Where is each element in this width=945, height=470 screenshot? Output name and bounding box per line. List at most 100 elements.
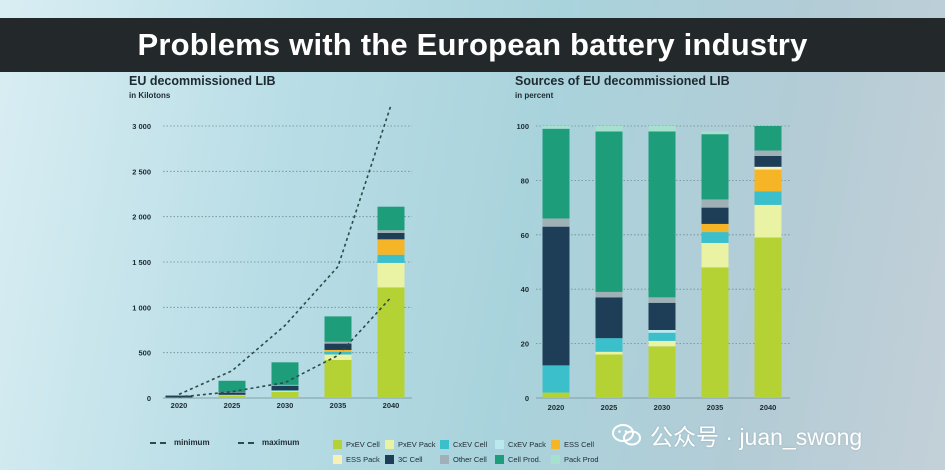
legend-swatch [551,455,560,464]
bar-segment [377,254,405,263]
legend-item-other-cell: Other Cell [440,455,487,464]
legend-item-cxev-cell: CxEV Cell [440,440,487,449]
y-tick-label: 80 [521,176,529,185]
bar-segment [648,332,676,341]
page-title: Problems with the European battery indus… [137,27,808,62]
left-chart-subtitle: in Kilotons [129,91,171,100]
bar-segment [648,131,676,298]
bar-segment [271,362,299,385]
x-tick-label: 2040 [760,403,777,412]
y-tick-label: 1 500 [132,258,151,267]
bar-segment [324,316,352,342]
bar-segment [701,207,729,224]
bar-segment [754,204,782,238]
bar-segment [595,131,623,292]
dashed-line-swatch [150,441,166,444]
legend-swatch [495,440,504,449]
bar-segment [754,166,782,170]
legend-item-minimum: minimum [150,438,210,447]
bar-segment [218,394,246,396]
bar-segment [701,267,729,398]
bar-segment [542,218,570,227]
bar-segment [218,380,246,393]
bar-segment [271,361,299,363]
bar-segment [542,365,570,393]
bar-segment [595,338,623,352]
legend-item-pxev-pack: PxEV Pack [385,440,436,449]
bar-segment [754,150,782,156]
bar-segment [701,131,729,135]
bar-segment [165,395,193,396]
legend-item-cxev-pack: CxEV Pack [495,440,546,449]
legend-swatch [551,440,560,449]
bar-segment [648,302,676,330]
bar-segment [701,134,729,200]
bar-segment [377,206,405,231]
y-tick-label: 1 000 [132,303,151,312]
series-line-maximum [178,104,392,396]
bar-segment [218,392,246,395]
watermark: 公众号 · juan_swong [612,418,862,452]
y-tick-label: 2 500 [132,167,151,176]
legend-swatch [333,440,342,449]
bar-segment [324,354,352,360]
bar-segment [218,392,246,393]
y-tick-label: 3 000 [132,122,151,131]
legend-swatch [385,440,394,449]
y-tick-label: 500 [138,349,151,358]
page-title-banner: Problems with the European battery indus… [0,18,945,72]
x-tick-label: 2035 [707,403,724,412]
bar-segment [324,349,352,352]
bar-segment [648,346,676,398]
bar-segment [754,155,782,167]
bar-segment [701,223,729,233]
y-tick-label: 0 [147,394,151,403]
bar-segment [377,239,405,255]
bar-segment [271,385,299,391]
bar-segment [648,297,676,303]
bar-segment [377,287,405,398]
y-tick-label: 20 [521,340,529,349]
bar-segment [542,126,570,129]
bar-segment [595,126,623,132]
x-tick-label: 2030 [277,401,294,410]
bar-segment [754,126,782,151]
y-tick-label: 60 [521,231,529,240]
wechat-icon [612,423,642,447]
bar-segment [271,384,299,386]
legend-swatch [333,455,342,464]
x-tick-label: 2035 [330,401,347,410]
y-tick-label: 2 000 [132,213,151,222]
bar-segment [648,126,676,132]
bar-segment [271,390,299,392]
bar-segment [165,397,193,399]
legend-item-3c-cell: 3C Cell [385,455,423,464]
legend-swatch [440,455,449,464]
bar-segment [595,297,623,339]
legend-item-ess-pack: ESS Pack [333,455,380,464]
bar-segment [271,390,299,391]
x-tick-label: 2020 [548,403,565,412]
watermark-text: 公众号 · juan_swong [650,424,863,450]
x-tick-label: 2025 [224,401,241,410]
bar-segment [648,330,676,333]
legend-item-maximum: maximum [238,438,299,447]
bar-segment [754,191,782,205]
y-tick-label: 40 [521,285,529,294]
legend-item-ess-cell: ESS Cell [551,440,594,449]
legend-swatch [385,455,394,464]
bar-segment [701,242,729,268]
bar-segment [218,395,246,398]
bar-segment [701,232,729,243]
legend-item-pack-prod: Pack Prod [551,455,599,464]
bar-segment [595,351,623,355]
legend-item-pxev-cell: PxEV Cell [333,440,380,449]
dashed-line-swatch [238,441,254,444]
bar-segment [324,351,352,355]
legend-swatch [495,455,504,464]
x-tick-label: 2020 [171,401,188,410]
legend-swatch [440,440,449,449]
bar-segment [324,341,352,344]
bar-segment [542,226,570,366]
